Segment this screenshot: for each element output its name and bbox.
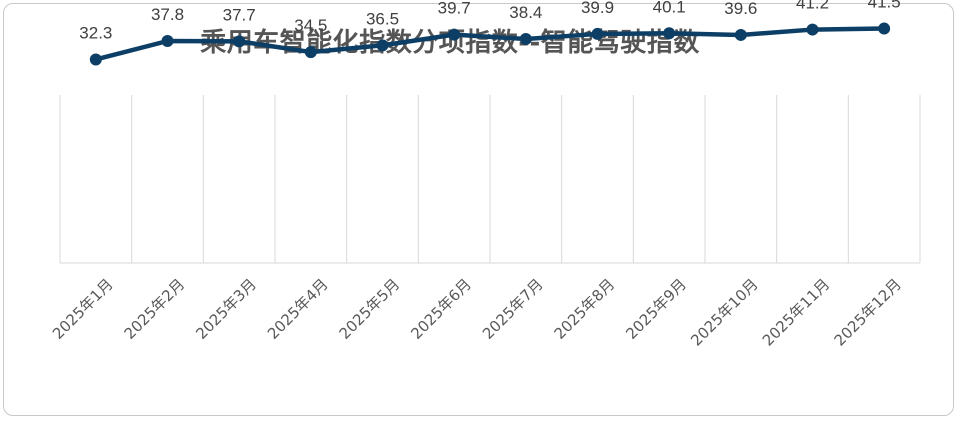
data-labels: 32.3 37.8 37.7 34.5 36.5 39.7 38.4 39.9 40.1 39.6… (79, 0, 900, 42)
x-tick-label: 2025年1月 (49, 275, 117, 343)
data-point (233, 35, 246, 48)
x-tick-label: 2025年5月 (336, 275, 404, 343)
x-tick-label: 2025年7月 (479, 275, 547, 343)
x-tick-label: 2025年3月 (192, 275, 260, 343)
series-line (93, 26, 887, 62)
data-label: 37.8 (151, 5, 184, 24)
data-point (89, 53, 102, 66)
data-point (376, 39, 389, 52)
series (89, 22, 891, 66)
x-tick-label: 2025年12月 (831, 275, 905, 349)
data-label: 32.3 (79, 23, 112, 42)
data-label: 39.7 (438, 0, 471, 18)
data-point (663, 27, 676, 40)
data-point (878, 22, 891, 35)
x-tick-label: 2025年9月 (622, 275, 690, 343)
data-label: 41.5 (868, 0, 901, 12)
x-tick-label: 2025年2月 (121, 275, 189, 343)
data-label: 34.5 (294, 16, 327, 35)
data-point (734, 28, 747, 41)
data-label: 36.5 (366, 9, 399, 28)
x-tick-label: 2025年6月 (407, 275, 475, 343)
x-tick-label: 2025年4月 (264, 275, 332, 343)
data-point (304, 46, 317, 59)
data-label: 39.6 (724, 0, 757, 18)
data-label: 41.2 (796, 0, 829, 13)
data-label: 39.9 (581, 0, 614, 17)
data-point (806, 23, 819, 36)
chart-frame (3, 3, 954, 416)
data-label: 38.4 (509, 3, 542, 22)
data-point (161, 34, 174, 47)
data-point (519, 32, 532, 45)
data-point (448, 28, 461, 41)
data-point (591, 27, 604, 40)
x-tick-labels: 2025年1月 2025年2月 2025年3月 2025年4月 2025年5月 2025年… (49, 275, 905, 349)
gridlines (59, 95, 921, 263)
x-tick-label: 2025年8月 (551, 275, 619, 343)
x-tick-label: 2025年11月 (759, 275, 833, 349)
data-label: 40.1 (653, 0, 686, 16)
x-tick-label: 2025年10月 (687, 275, 761, 349)
data-label: 37.7 (223, 5, 256, 24)
